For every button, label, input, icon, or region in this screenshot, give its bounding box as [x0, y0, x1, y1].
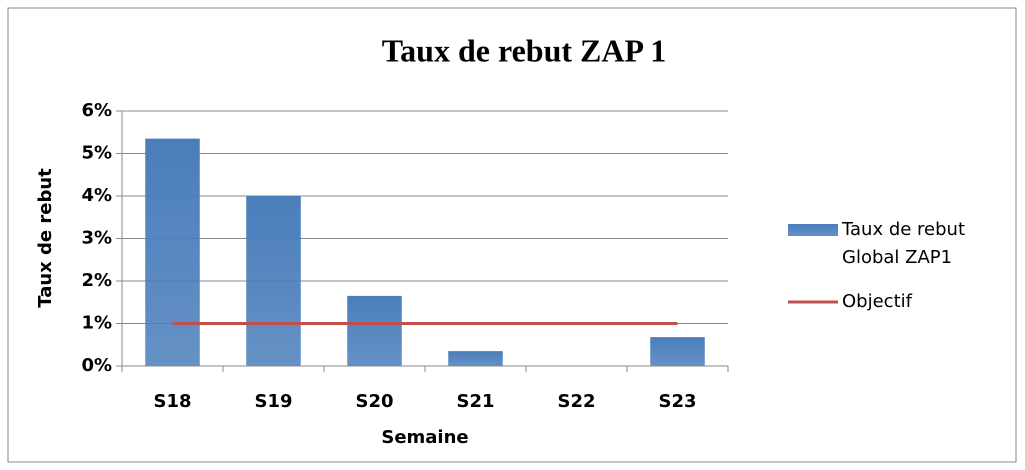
- legend-swatch: [788, 224, 838, 236]
- legend-label: Objectif: [842, 291, 912, 312]
- legend-label: Taux de rebut Global ZAP1: [842, 219, 966, 268]
- bar: [650, 337, 705, 366]
- y-axis-label: Taux de rebut: [35, 168, 56, 308]
- y-tick-label: 3%: [81, 228, 112, 249]
- bar: [145, 138, 200, 366]
- y-tick-label: 6%: [81, 100, 112, 121]
- x-tick-label: S23: [658, 391, 696, 412]
- x-axis-label: Semaine: [381, 427, 468, 448]
- y-tick-label: 1%: [81, 313, 112, 334]
- x-tick-label: S19: [254, 391, 292, 412]
- y-tick-label: 5%: [81, 143, 112, 164]
- bar: [448, 351, 503, 366]
- bar: [246, 196, 301, 366]
- bar: [347, 295, 402, 366]
- y-tick-label: 0%: [81, 355, 112, 376]
- y-tick-label: 2%: [81, 270, 112, 291]
- x-tick-label: S18: [153, 391, 191, 412]
- x-tick-label: S22: [557, 391, 595, 412]
- x-tick-label: S20: [355, 391, 393, 412]
- chart-title: Taux de rebut ZAP 1: [382, 32, 667, 68]
- x-tick-label: S21: [456, 391, 494, 412]
- y-tick-label: 4%: [81, 185, 112, 206]
